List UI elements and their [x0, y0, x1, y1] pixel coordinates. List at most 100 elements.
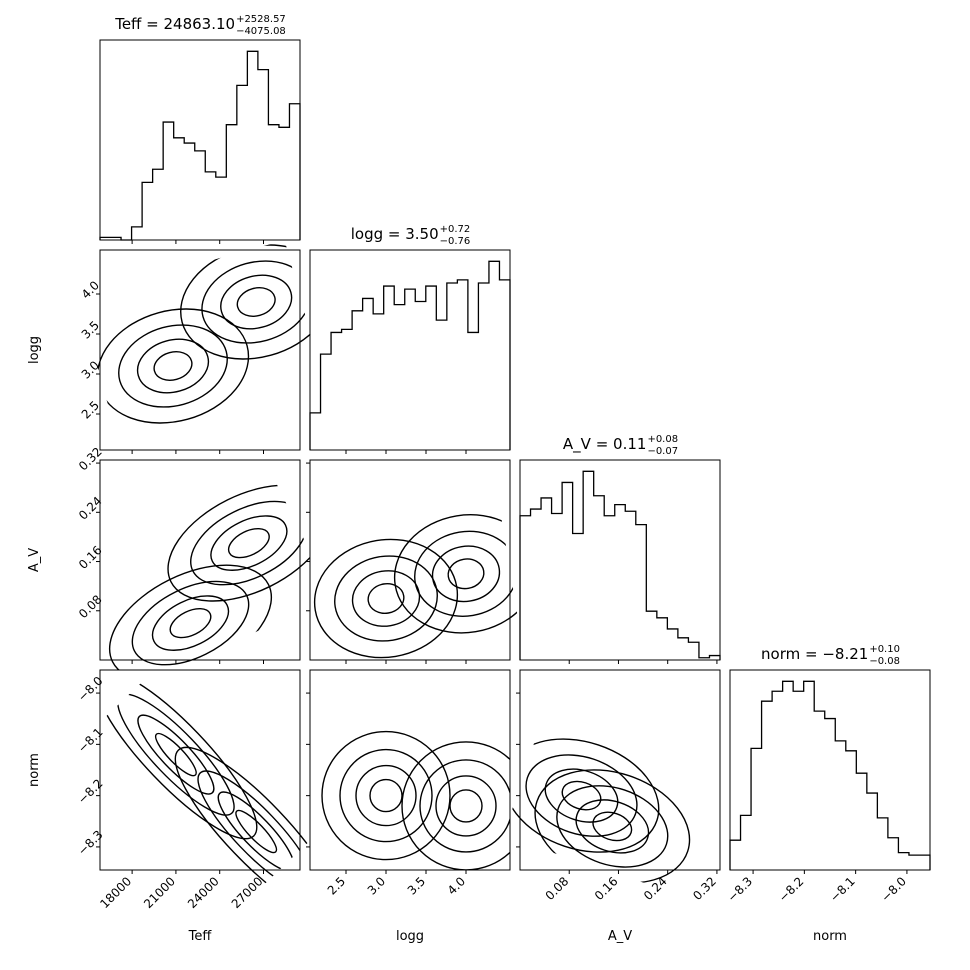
title-Teff: Teff = 24863.10 +2528.57−4075.08 [114, 14, 286, 37]
panel-frame [309, 669, 511, 871]
contour-line [575, 799, 650, 854]
title-minus: −0.08 [869, 656, 900, 667]
x-tick-label: 4.0 [445, 874, 468, 897]
x-axis-label: logg [396, 929, 424, 944]
panel-bg [730, 670, 930, 870]
panel-Teff-vs-logg [96, 244, 333, 451]
contour-line [447, 558, 485, 590]
contour-line [449, 789, 483, 823]
panel-frame [99, 249, 301, 451]
contour-line [174, 746, 338, 890]
x-tick-label: 24000 [185, 874, 222, 911]
title-plus: +0.72 [440, 224, 471, 235]
contour-line [131, 580, 250, 666]
title-minus: −4075.08 [236, 26, 286, 37]
title-plus: +0.10 [869, 644, 900, 655]
title-main: Teff = 24863.10 [114, 15, 235, 33]
x-tick-label: 2.5 [325, 874, 348, 897]
panel-bg [310, 250, 510, 450]
panel-bg [100, 250, 300, 450]
contour-line [154, 732, 197, 777]
contour-line [236, 287, 276, 317]
panel-frame [519, 459, 721, 661]
contour-line [197, 770, 316, 890]
panel-frame [99, 459, 301, 661]
contour-line [321, 730, 451, 861]
x-tick-label: 0.24 [641, 874, 670, 903]
x-axis-label: Teff [188, 929, 213, 944]
title-main: logg = 3.50 [351, 225, 439, 243]
title-logg: logg = 3.50 +0.72−0.76 [351, 224, 471, 247]
x-tick-label: 0.32 [690, 874, 719, 903]
contour-line [151, 595, 230, 651]
histogram-step-line [729, 680, 931, 870]
panel-bg [520, 670, 720, 870]
y-tick-label: 4.0 [79, 278, 102, 301]
y-tick-label: 3.5 [79, 318, 102, 341]
x-tick-label: −8.3 [725, 874, 756, 905]
contour-line [556, 785, 669, 868]
histogram-norm: norm = −8.21 +0.10−0.08 [729, 644, 931, 871]
x-tick-label: 3.5 [405, 874, 428, 897]
y-tick-label: 2.5 [79, 398, 102, 421]
x-tick-label: 27000 [229, 874, 266, 911]
contour-line [169, 607, 212, 639]
histogram-step-line [99, 50, 301, 241]
panel-frame [729, 669, 931, 871]
title-minus: −0.07 [647, 446, 678, 457]
contour-line [544, 768, 619, 823]
panel-A_V-vs-norm [503, 669, 721, 884]
contour-line [220, 274, 293, 330]
contour-line [210, 515, 288, 571]
contour-line [118, 324, 228, 408]
panel-Teff-vs-norm [94, 669, 338, 890]
histogram-logg: logg = 3.50 +0.72−0.76 [309, 224, 511, 451]
x-tick-label: 3.0 [365, 874, 388, 897]
panel-frame [99, 39, 301, 241]
contour-line [393, 514, 524, 634]
panel-frame [309, 459, 511, 661]
panel-logg-vs-A_V [309, 459, 524, 661]
histogram-A_V: A_V = 0.11 +0.08−0.07 [519, 434, 721, 661]
panel-frame [309, 249, 511, 451]
title-main: A_V = 0.11 [563, 435, 647, 454]
panel-frame [519, 669, 721, 871]
y-axis-label: A_V [27, 548, 42, 572]
title-plus: +0.08 [647, 434, 678, 445]
x-tick-label: 0.16 [592, 874, 621, 903]
x-axis-label: norm [813, 929, 847, 944]
title-main: norm = −8.21 [761, 645, 868, 663]
contour-line [435, 775, 497, 837]
panel-logg-vs-norm [309, 669, 511, 871]
contour-line [235, 809, 278, 854]
contour-line [339, 748, 433, 843]
panel-bg [100, 40, 300, 240]
x-tick-label: 18000 [97, 874, 134, 911]
panel-bg [100, 460, 300, 660]
y-axis-label: logg [27, 336, 42, 364]
x-tick-label: 21000 [141, 874, 178, 911]
title-norm: norm = −8.21 +0.10−0.08 [761, 644, 900, 667]
panel-bg [100, 670, 300, 870]
contour-line [367, 583, 405, 614]
title-plus: +2528.57 [236, 14, 286, 25]
histogram-step-line [309, 260, 511, 450]
contour-line [431, 545, 501, 603]
contour-line [419, 759, 510, 853]
contour-line [369, 778, 403, 813]
contour-line [136, 338, 210, 394]
contour-line [592, 811, 633, 842]
panel-bg [520, 460, 720, 660]
contour-line [355, 764, 417, 827]
histogram-step-line [519, 470, 721, 660]
contour-line [525, 754, 638, 837]
x-tick-label: −8.0 [879, 874, 910, 905]
title-A_V: A_V = 0.11 +0.08−0.07 [563, 434, 678, 457]
contour-line [227, 527, 270, 559]
x-tick-label: 0.08 [543, 874, 572, 903]
y-axis-label: norm [27, 753, 42, 787]
x-axis-label: A_V [608, 929, 632, 944]
histogram-Teff: Teff = 24863.10 +2528.57−4075.08 [99, 14, 301, 241]
panel-frame [99, 669, 301, 871]
x-tick-label: −8.2 [776, 874, 807, 905]
